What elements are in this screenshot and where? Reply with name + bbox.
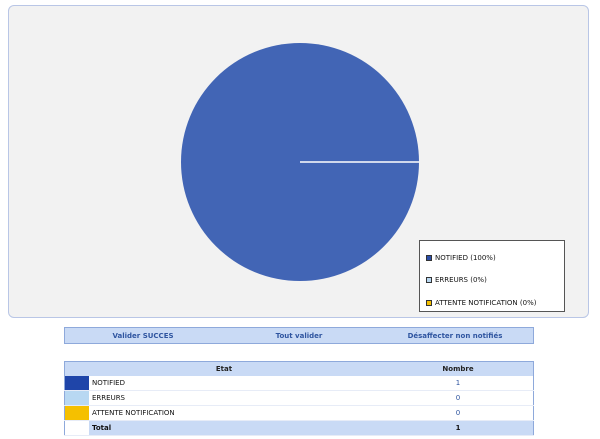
- count-column-header: Nombre: [383, 361, 534, 376]
- table-row: ERREURS 0: [64, 390, 534, 406]
- row-label: ATTENTE NOTIFICATION: [89, 405, 383, 421]
- legend-item-erreurs: ERREURS (0%): [426, 276, 487, 284]
- legend-swatch-erreurs: [426, 277, 432, 283]
- status-table: Etat Nombre NOTIFIED 1 ERREURS 0 ATTENTE…: [64, 361, 534, 436]
- action-bar: Valider SUCCES Tout valider Désaffecter …: [64, 327, 534, 344]
- row-color-swatch: [64, 390, 89, 406]
- legend-label-erreurs: ERREURS (0%): [435, 276, 487, 284]
- row-count-link[interactable]: 1: [383, 376, 534, 391]
- table-row: NOTIFIED 1: [64, 376, 534, 391]
- legend-swatch-attente: [426, 300, 432, 306]
- row-count-link[interactable]: 0: [383, 405, 534, 421]
- total-swatch-cell: [64, 420, 89, 436]
- chart-panel: NOTIFIED (100%) ERREURS (0%) ATTENTE NOT…: [8, 5, 589, 318]
- validate-success-button[interactable]: Valider SUCCES: [112, 331, 174, 340]
- validate-all-button[interactable]: Tout valider: [275, 331, 323, 340]
- legend-item-attente: ATTENTE NOTIFICATION (0%): [426, 299, 536, 307]
- row-color-swatch: [64, 376, 89, 391]
- total-label: Total: [89, 420, 383, 436]
- table-header-row: Etat Nombre: [64, 361, 534, 376]
- legend-label-attente: ATTENTE NOTIFICATION (0%): [435, 299, 537, 307]
- state-column-header: Etat: [64, 361, 383, 376]
- unassign-button[interactable]: Désaffecter non notifiés: [407, 331, 503, 340]
- legend-swatch-notified: [426, 255, 432, 261]
- pie-chart: [181, 43, 419, 281]
- table-row: ATTENTE NOTIFICATION 0: [64, 405, 534, 421]
- chart-legend: NOTIFIED (100%) ERREURS (0%) ATTENTE NOT…: [419, 240, 565, 312]
- total-row: Total 1: [64, 420, 534, 436]
- row-count-link[interactable]: 0: [383, 390, 534, 406]
- legend-item-notified: NOTIFIED (100%): [426, 254, 496, 262]
- row-color-swatch: [64, 405, 89, 421]
- row-label: ERREURS: [89, 390, 383, 406]
- row-label: NOTIFIED: [89, 376, 383, 391]
- legend-label-notified: NOTIFIED (100%): [435, 254, 496, 262]
- total-count: 1: [383, 420, 534, 436]
